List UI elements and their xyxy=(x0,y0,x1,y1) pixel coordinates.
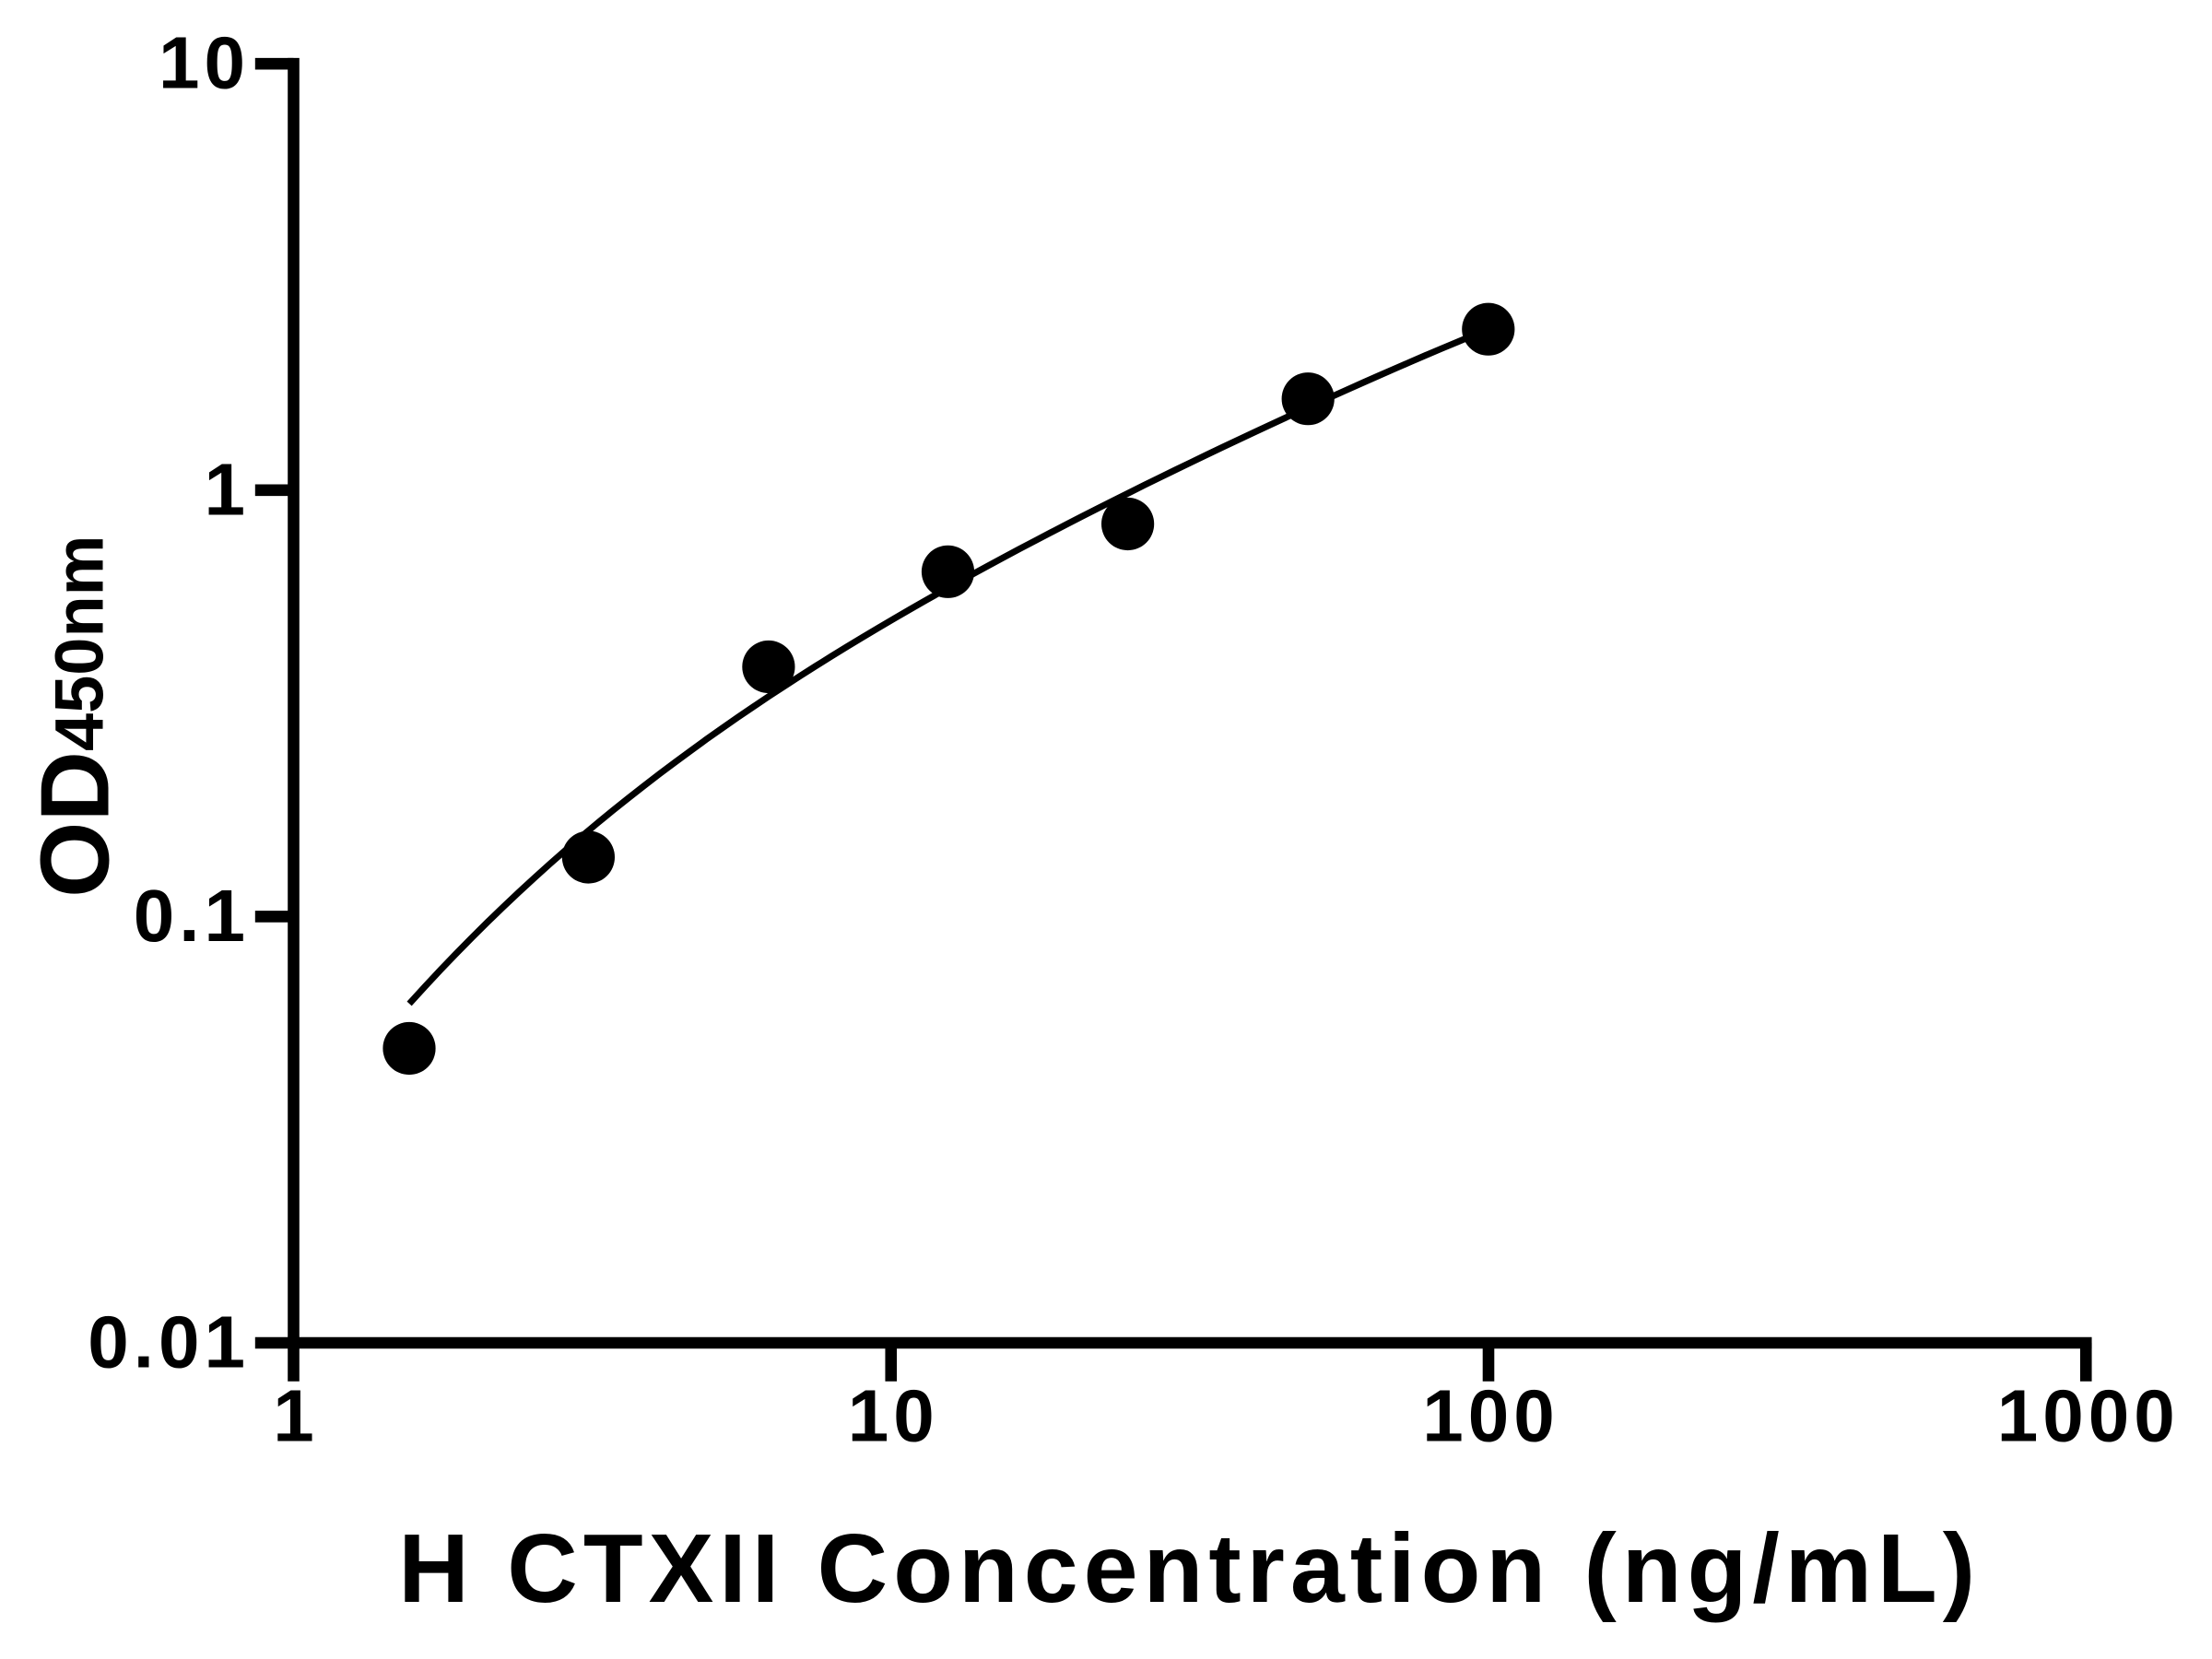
svg-text:H CTXII Concentration (ng/mL): H CTXII Concentration (ng/mL) xyxy=(398,1514,1981,1623)
svg-text:10: 10 xyxy=(848,1375,939,1457)
svg-text:1: 1 xyxy=(273,1375,319,1457)
svg-text:100: 100 xyxy=(1422,1375,1559,1457)
svg-text:0.01: 0.01 xyxy=(88,1301,250,1383)
svg-text:0.1: 0.1 xyxy=(134,875,250,957)
svg-text:1000: 1000 xyxy=(1997,1375,2180,1457)
svg-text:1: 1 xyxy=(205,448,251,530)
svg-text:10: 10 xyxy=(159,22,250,104)
